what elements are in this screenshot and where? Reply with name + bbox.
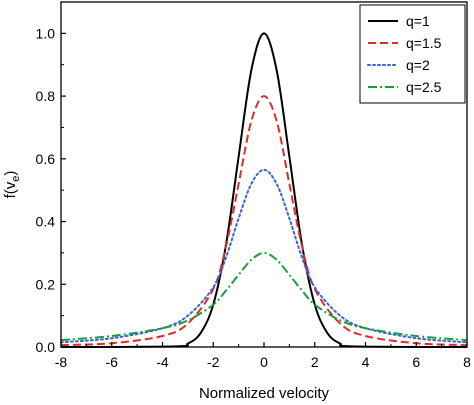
legend-label-3: q=2 (406, 57, 430, 73)
y-tick-label: 1.0 (36, 25, 56, 41)
x-axis-title: Normalized velocity (199, 385, 330, 402)
axes-layer: -8 -6 -4 -2 0 2 4 6 8 0.0 0.2 0.4 0.6 0.8 1.0 (36, 1, 471, 370)
x-tick-label: 2 (311, 354, 319, 370)
x-tick-label: -4 (156, 354, 169, 370)
x-tick-label: -8 (55, 354, 68, 370)
x-tick-label: -2 (207, 354, 220, 370)
y-tick-label: 0.6 (36, 151, 56, 167)
legend-label-4: q=2.5 (406, 79, 442, 95)
y-tick-label: 0.4 (36, 214, 56, 230)
legend-label-2: q=1.5 (406, 35, 442, 51)
legend: q=1 q=1.5 q=2 q=2.5 (359, 4, 466, 104)
x-tick-label: -6 (106, 354, 119, 370)
series-line-4 (60, 251, 468, 342)
x-tick-label: 4 (362, 354, 370, 370)
y-axis-title: f(ve) (2, 171, 22, 199)
y-tick-label: 0.8 (36, 88, 56, 104)
x-tick-label: 6 (412, 354, 420, 370)
y-tick-label: 0.0 (36, 339, 56, 355)
series-line-1 (60, 32, 468, 348)
y-axis-title-close: ) (2, 171, 19, 176)
y-axis-title-main: f(v (2, 181, 19, 198)
legend-label-1: q=1 (406, 13, 430, 29)
x-tick-label: 0 (260, 354, 268, 370)
series-line-2 (60, 95, 468, 347)
series-line-3 (60, 168, 468, 344)
x-tick-label: 8 (463, 354, 471, 370)
y-tick-label: 0.2 (36, 276, 56, 292)
series-layer (60, 32, 468, 348)
y-axis-title-subscript: e (10, 176, 22, 182)
